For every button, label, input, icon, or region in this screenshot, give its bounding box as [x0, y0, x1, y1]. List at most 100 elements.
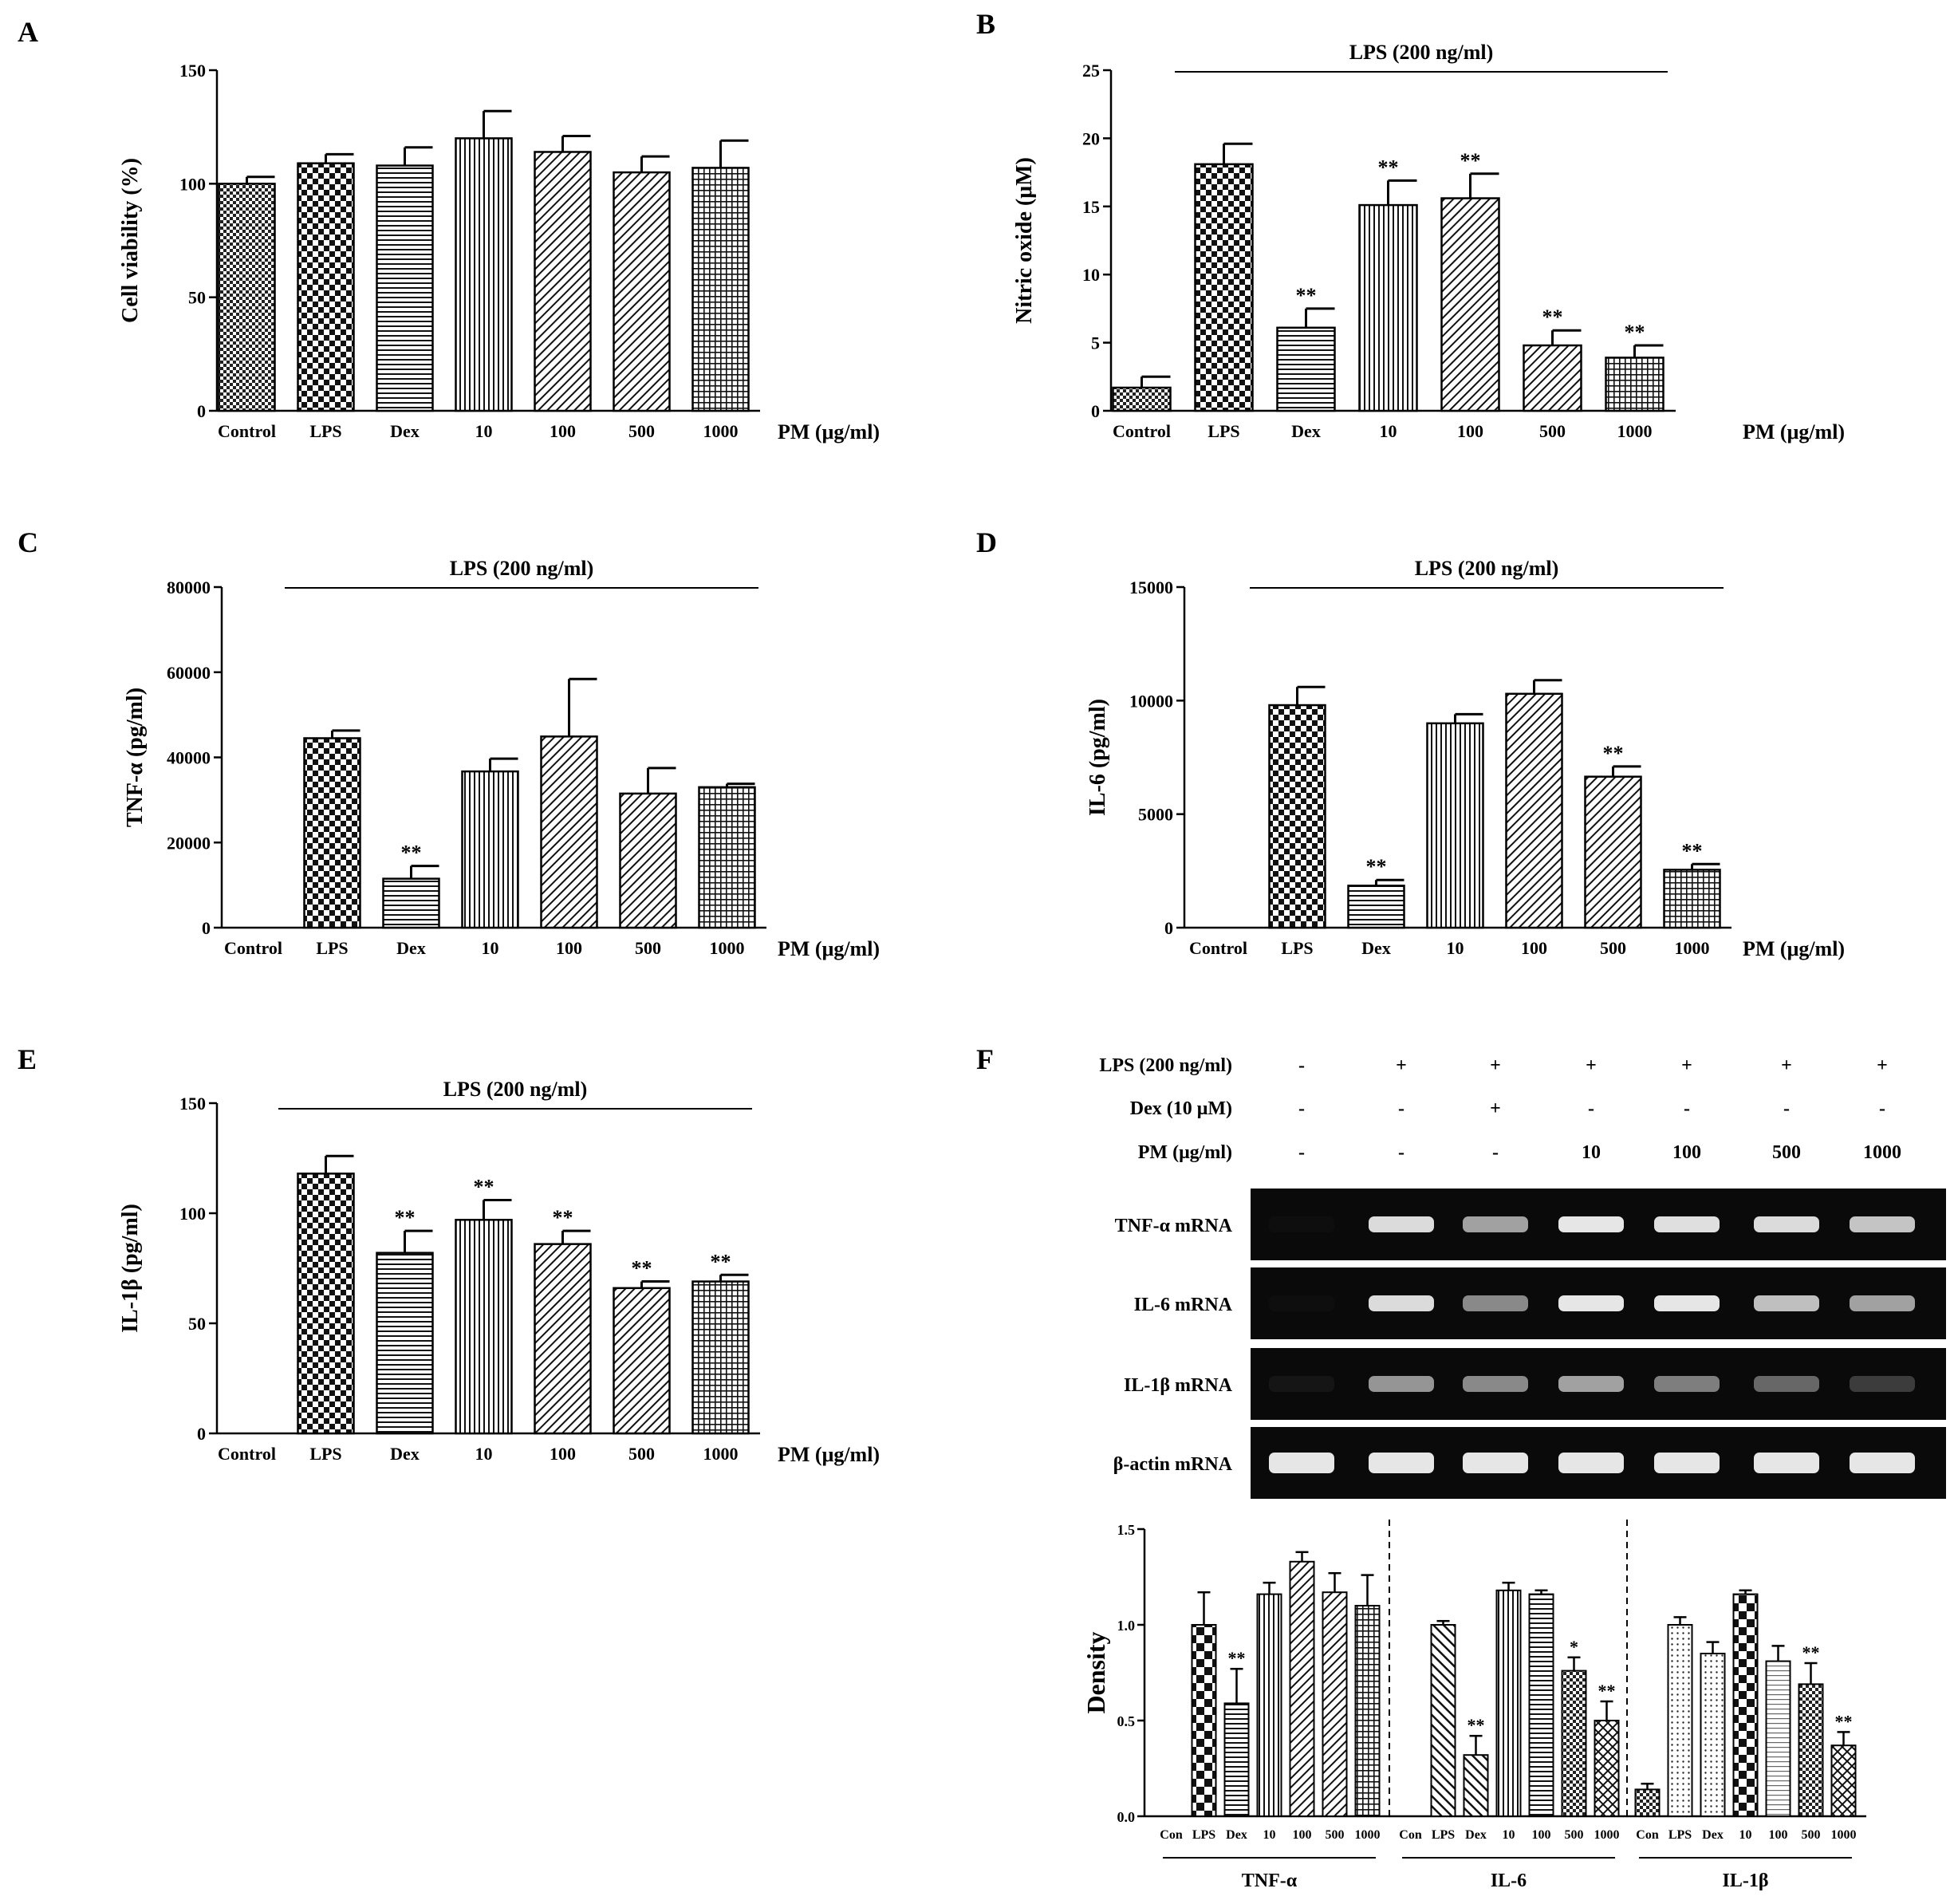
- gel-band: [1558, 1376, 1624, 1392]
- significance-marker: **: [401, 842, 422, 865]
- category-label: 100: [550, 421, 576, 441]
- bar: [382, 877, 440, 929]
- panel-label-e: E: [18, 1043, 37, 1075]
- category-label: Dex: [1291, 421, 1321, 441]
- condition-value: +: [1490, 1098, 1501, 1119]
- category-label: 500: [1565, 1828, 1584, 1842]
- condition-value: -: [1684, 1098, 1690, 1119]
- condition-value: +: [1586, 1055, 1597, 1076]
- panel-label-f: F: [976, 1043, 994, 1075]
- gel-band: [1850, 1216, 1915, 1232]
- category-label: 1000: [1831, 1828, 1857, 1842]
- lps-banner-label: LPS (200 ng/ml): [443, 1078, 588, 1101]
- x-unit-label: PM (μg/ml): [1743, 420, 1845, 443]
- gel-band: [1463, 1216, 1528, 1232]
- lps-banner-label: LPS (200 ng/ml): [1349, 41, 1494, 64]
- category-label: 1000: [703, 421, 739, 441]
- bar: [1561, 1669, 1587, 1818]
- gel-band: [1269, 1295, 1334, 1311]
- category-label: Con: [1636, 1828, 1659, 1842]
- condition-label: Dex (10 μM): [1130, 1098, 1232, 1119]
- lps-banner-label: LPS (200 ng/ml): [450, 557, 594, 580]
- condition-label: LPS (200 ng/ml): [1099, 1055, 1232, 1076]
- series-label: IL-1β: [1723, 1870, 1769, 1891]
- condition-value: 10: [1582, 1142, 1601, 1163]
- bar: [1347, 885, 1405, 929]
- bar: [1194, 163, 1254, 412]
- category-label: 100: [1293, 1828, 1312, 1842]
- bar: [1268, 704, 1326, 929]
- y-axis-label: Cell viability (%): [118, 158, 143, 323]
- bar: [1276, 326, 1336, 412]
- bar: [461, 770, 519, 929]
- y-tick-label: 15: [1082, 197, 1100, 217]
- gel-band: [1369, 1453, 1434, 1473]
- x-unit-label: PM (μg/ml): [778, 937, 880, 960]
- category-label: 1000: [1617, 421, 1653, 441]
- bar: [1112, 386, 1172, 412]
- y-axis-label: TNF-α (pg/ml): [123, 688, 148, 827]
- chart-c: 0 20000 40000 60000 80000 TNF-α (pg/ml) Contro…: [123, 557, 880, 960]
- category-label: 100: [1769, 1828, 1788, 1842]
- gel-row-label: β-actin mRNA: [1113, 1454, 1233, 1475]
- y-axis-label: Density: [1081, 1631, 1110, 1713]
- category-label: Control: [1113, 421, 1171, 441]
- significance-marker: **: [1296, 284, 1317, 307]
- bar: [1663, 869, 1721, 929]
- y-tick-label: 10: [1082, 265, 1100, 285]
- bar: [1765, 1660, 1791, 1818]
- category-label: 500: [635, 938, 661, 958]
- category-label: LPS: [1432, 1828, 1455, 1842]
- category-label: 10: [1263, 1828, 1276, 1842]
- bar: [1463, 1754, 1489, 1817]
- bar: [1322, 1591, 1348, 1817]
- series-label: IL-6: [1491, 1870, 1527, 1891]
- condition-value: -: [1492, 1142, 1499, 1163]
- category-label: LPS: [316, 938, 348, 958]
- y-tick-label: 0: [202, 918, 211, 938]
- gel-band: [1654, 1295, 1720, 1311]
- condition-value: +: [1396, 1055, 1407, 1076]
- gel-band: [1369, 1216, 1434, 1232]
- condition-label: PM (μg/ml): [1138, 1142, 1232, 1163]
- gel-band: [1369, 1295, 1434, 1311]
- category-label: LPS: [1192, 1828, 1215, 1842]
- significance-marker: **: [1378, 156, 1399, 179]
- bar: [534, 1243, 592, 1435]
- category-label: Control: [218, 421, 276, 441]
- y-tick-label: 100: [179, 174, 206, 194]
- condition-value: -: [1398, 1142, 1404, 1163]
- bar: [691, 167, 750, 412]
- y-tick-label: 50: [188, 1314, 206, 1334]
- y-tick-label: 100: [179, 1204, 206, 1224]
- condition-value: 100: [1672, 1142, 1701, 1163]
- y-tick-label: 5: [1091, 333, 1100, 353]
- category-label: 10: [1380, 421, 1397, 441]
- category-label: Dex: [396, 938, 426, 958]
- significance-marker: **: [1542, 306, 1563, 329]
- bar: [1634, 1788, 1661, 1817]
- gel-row-label: IL-1β mRNA: [1124, 1375, 1233, 1396]
- gel-row-label: TNF-α mRNA: [1115, 1216, 1233, 1236]
- gel-band: [1269, 1453, 1334, 1473]
- bar: [1289, 1560, 1315, 1818]
- gel-band: [1754, 1216, 1819, 1232]
- category-label: 500: [1326, 1828, 1345, 1842]
- series-label: TNF-α: [1242, 1870, 1298, 1891]
- bar: [455, 1219, 513, 1435]
- bar: [1256, 1593, 1282, 1817]
- category-label: 1000: [1594, 1828, 1620, 1842]
- y-axis-label: Nitric oxide (μM): [1012, 157, 1037, 324]
- category-label: 10: [475, 1444, 493, 1464]
- x-unit-label: PM (μg/ml): [778, 420, 880, 443]
- category-label: Control: [218, 1444, 276, 1464]
- bar: [455, 137, 513, 412]
- condition-value: +: [1681, 1055, 1692, 1076]
- gel-band: [1850, 1295, 1915, 1311]
- x-unit-label: PM (μg/ml): [1743, 937, 1845, 960]
- bar: [1584, 775, 1642, 929]
- y-tick-label: 1.5: [1117, 1522, 1136, 1538]
- gel-band: [1463, 1453, 1528, 1473]
- significance-marker: **: [1366, 855, 1387, 878]
